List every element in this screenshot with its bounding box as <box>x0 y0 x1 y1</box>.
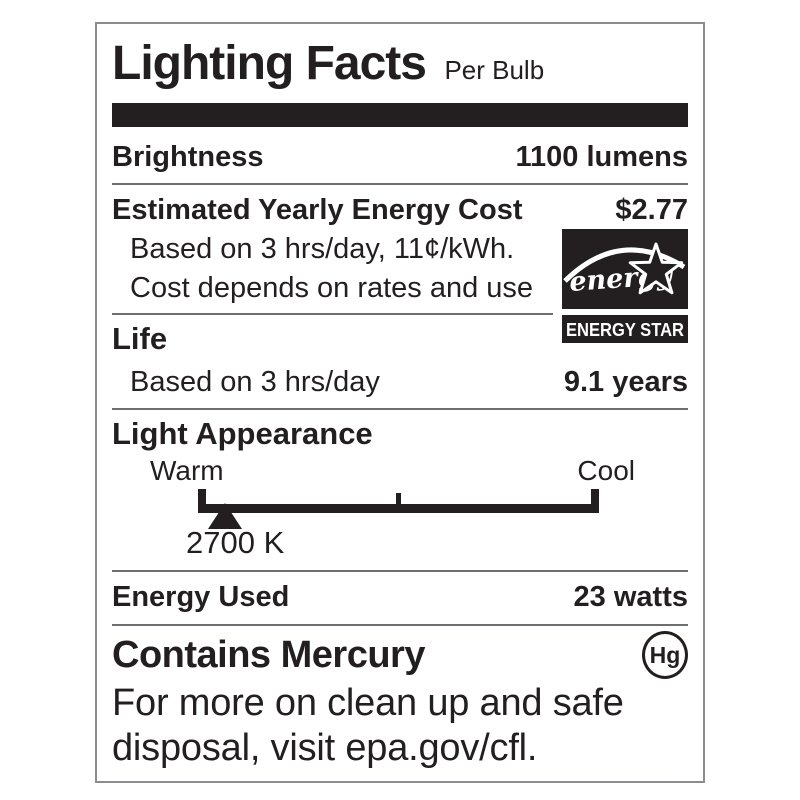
label-title: Lighting Facts <box>112 37 427 90</box>
cool-label: Cool <box>577 455 635 486</box>
energy-cost-row: Estimated Yearly Energy Cost $2.77 <box>112 193 688 227</box>
life-heading: Life <box>112 321 168 356</box>
warm-label: Warm <box>150 455 224 486</box>
divider <box>112 313 553 315</box>
divider <box>112 408 688 410</box>
scale-tick-left <box>198 489 206 513</box>
brightness-row: Brightness 1100 lumens <box>112 140 688 174</box>
scale-bar <box>198 487 599 529</box>
header-bar <box>112 103 688 127</box>
divider <box>112 570 688 572</box>
brightness-label: Brightness <box>112 141 264 173</box>
mercury-row: Contains Mercury Hg <box>112 631 688 679</box>
lighting-facts-label: Lighting Facts Per Bulb Brightness 1100 … <box>95 22 705 783</box>
energy-used-row: Energy Used 23 watts <box>112 580 688 614</box>
life-basis: Based on 3 hrs/day <box>130 366 380 398</box>
label-header: Lighting Facts Per Bulb <box>112 36 688 91</box>
energy-star-badge-text: ENERGY STAR <box>566 320 684 340</box>
energy-cost-note-line2: Cost depends on rates and use <box>130 272 534 304</box>
kelvin-value: 2700 K <box>186 525 285 560</box>
divider <box>112 183 688 185</box>
energy-used-label: Energy Used <box>112 581 290 613</box>
energy-star-icon <box>628 242 684 295</box>
brightness-value: 1100 lumens <box>515 141 689 173</box>
energy-cost-section: Estimated Yearly Energy Cost $2.77 Based… <box>112 193 688 357</box>
mercury-disposal-note: For more on clean up and safe disposal, … <box>112 682 624 769</box>
kelvin-marker-triangle-icon <box>208 503 242 529</box>
light-appearance-scale: Warm Cool 2700 K <box>112 455 688 561</box>
life-row: Based on 3 hrs/day 9.1 years <box>112 365 688 399</box>
energy-star-badge-box <box>562 315 688 343</box>
energy-star-arc <box>563 247 686 283</box>
light-appearance-heading: Light Appearance <box>112 416 373 451</box>
contains-mercury-heading: Contains Mercury <box>112 633 425 676</box>
energy-cost-value: $2.77 <box>615 194 688 226</box>
energy-cost-label: Estimated Yearly Energy Cost <box>112 194 523 226</box>
energy-used-value: 23 watts <box>573 581 688 613</box>
divider <box>112 624 688 626</box>
energy-star-logo: energy ENERGY STAR <box>562 229 688 343</box>
energy-cost-note-line1: Based on 3 hrs/day, 11¢/kWh. <box>130 233 515 265</box>
hg-mercury-icon: Hg <box>642 631 688 679</box>
scale-tick-middle <box>395 493 401 513</box>
scale-tick-right <box>591 489 599 513</box>
hg-symbol: Hg <box>649 641 681 668</box>
life-value: 9.1 years <box>563 366 688 398</box>
scale-labels: Warm Cool <box>150 455 635 487</box>
label-subtitle: Per Bulb <box>444 55 545 85</box>
